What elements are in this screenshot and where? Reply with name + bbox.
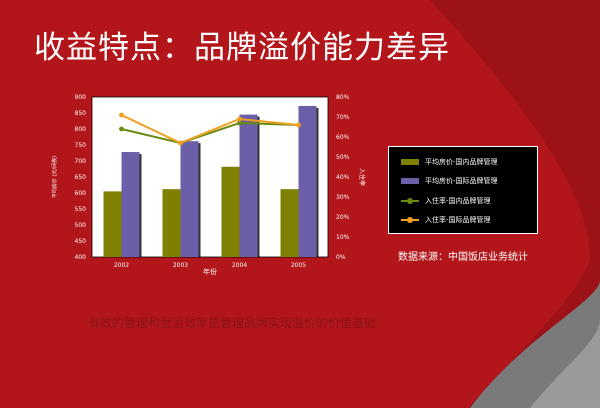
y-tick-label: 700 bbox=[75, 158, 87, 165]
legend-item-international-occupancy: 入住率-国际品牌管理 bbox=[401, 211, 531, 231]
point-international-2005 bbox=[296, 122, 301, 128]
legend-swatch-international-price bbox=[401, 178, 419, 185]
x-tick-label: 2002 bbox=[114, 262, 129, 269]
legend-label: 平均房价-国内品牌管理 bbox=[425, 157, 498, 166]
y-tick-label: 650 bbox=[75, 174, 87, 181]
y-tick-label: 450 bbox=[75, 238, 87, 245]
point-domestic-2002 bbox=[119, 126, 124, 132]
y2-axis-label: 入住率 bbox=[358, 168, 366, 186]
x-tick-label: 2005 bbox=[291, 262, 306, 269]
y-tick-label: 500 bbox=[75, 222, 87, 229]
legend-swatch-domestic-price bbox=[401, 158, 419, 165]
legend-line-international-occupancy bbox=[401, 217, 419, 224]
footer-note: 有效的管理和营运效率是管理品牌实现溢价的价值基础 bbox=[88, 316, 377, 330]
y2-tick-label: 50% bbox=[336, 154, 350, 161]
y2-tick-label: 80% bbox=[336, 94, 350, 101]
point-international-2002 bbox=[119, 112, 124, 118]
y-tick-label: 850 bbox=[75, 110, 87, 117]
legend-label: 入住率-国内品牌管理 bbox=[425, 196, 491, 205]
point-international-2004 bbox=[237, 116, 242, 122]
bar-domestic-2003 bbox=[162, 189, 181, 257]
line-domestic-occupancy bbox=[121, 121, 299, 145]
slide-title: 收益特点：品牌溢价能力差异 bbox=[34, 30, 450, 66]
legend-item-domestic-price: 平均房价-国内品牌管理 bbox=[401, 152, 531, 172]
y-tick-label: 800 bbox=[75, 126, 87, 133]
bar-international-2003 bbox=[180, 141, 199, 257]
y-tick-label: 550 bbox=[75, 206, 87, 213]
bar-international-2002 bbox=[121, 152, 140, 257]
y-tick-label: 600 bbox=[75, 190, 87, 197]
legend-line-domestic-occupancy bbox=[401, 197, 419, 204]
y2-tick-label: 30% bbox=[336, 194, 350, 201]
bar-domestic-2004 bbox=[221, 166, 240, 257]
x-tick-label: 2004 bbox=[232, 262, 247, 269]
y2-tick-label: 60% bbox=[336, 134, 350, 141]
bar-domestic-2002 bbox=[103, 191, 122, 257]
bar-domestic-2005 bbox=[280, 189, 299, 257]
y-tick-label: 900 bbox=[75, 94, 87, 101]
x-tick-label: 2003 bbox=[173, 262, 188, 269]
legend-label: 入住率-国际品牌管理 bbox=[425, 216, 491, 225]
legend-item-international-price: 平均房价-国际品牌管理 bbox=[401, 172, 531, 192]
point-international-2003 bbox=[178, 140, 183, 146]
chart-legend: 平均房价-国内品牌管理 平均房价-国际品牌管理 入住率-国内品牌管理 入住率-国… bbox=[388, 146, 538, 234]
y2-tick-label: 10% bbox=[336, 234, 350, 241]
line-international-occupancy bbox=[121, 114, 299, 145]
y-tick-label: 400 bbox=[75, 254, 87, 261]
y2-tick-label: 70% bbox=[336, 114, 350, 121]
y2-tick-label: 40% bbox=[336, 174, 350, 181]
bar-international-2005 bbox=[298, 105, 317, 258]
x-axis-label: 年份 bbox=[203, 267, 217, 276]
legend-label: 平均房价-国际品牌管理 bbox=[425, 177, 498, 186]
point-domestic-2004 bbox=[237, 120, 242, 126]
legend-item-domestic-occupancy: 入住率-国内品牌管理 bbox=[401, 191, 531, 211]
data-source-note: 数据来源：中国饭店业务统计 bbox=[398, 252, 528, 263]
y-tick-label: 750 bbox=[75, 142, 87, 149]
y-axis-label: 平均房价 (元/间夜) bbox=[51, 156, 58, 198]
y2-tick-label: 0% bbox=[336, 254, 346, 261]
bar-international-2004 bbox=[239, 114, 258, 257]
y2-tick-label: 20% bbox=[336, 214, 350, 221]
